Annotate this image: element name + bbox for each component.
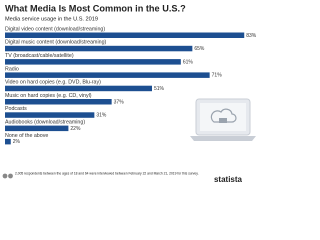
category-label: Radio xyxy=(5,66,19,72)
value-label: 71% xyxy=(212,73,223,79)
bar xyxy=(5,99,112,105)
category-label: Digital video content (download/streamin… xyxy=(5,26,105,32)
chart: What Media Is Most Common in the U.S.? M… xyxy=(2,3,257,184)
bar xyxy=(5,138,11,145)
value-label: 51% xyxy=(154,86,165,92)
bar xyxy=(5,112,95,118)
value-label: 83% xyxy=(246,33,257,39)
bar xyxy=(5,45,193,52)
bar xyxy=(5,72,210,78)
category-label: Audiobooks (download/streaming) xyxy=(5,120,85,126)
chart-subtitle: Media service usage in the U.S. 2019 xyxy=(5,16,98,22)
value-label: 37% xyxy=(114,99,125,105)
value-label: 61% xyxy=(183,59,194,65)
category-label: Music on hard copies (e.g. CD, vinyl) xyxy=(5,93,92,99)
category-label: Digital music content (download/streamin… xyxy=(5,40,107,46)
bar xyxy=(5,85,152,92)
bar xyxy=(5,59,181,65)
value-label: 2% xyxy=(13,139,21,145)
value-label: 22% xyxy=(70,126,81,132)
bar xyxy=(5,32,245,38)
category-label: None of the above xyxy=(5,133,48,139)
illustration xyxy=(190,98,256,141)
brand-logo: statista xyxy=(214,175,243,184)
category-label: TV (broadcast/cable/satellite) xyxy=(5,53,74,59)
category-label: Podcasts xyxy=(5,106,27,112)
category-label: Video on hard copies (e.g. DVD, Blu-ray) xyxy=(5,80,101,86)
value-label: 31% xyxy=(96,113,107,119)
footer-icons xyxy=(2,173,13,179)
value-label: 65% xyxy=(194,46,205,52)
chart-title: What Media Is Most Common in the U.S.? xyxy=(5,3,186,13)
footer-note: 2,005 respondents between the ages of 18… xyxy=(15,171,199,175)
bar xyxy=(5,125,69,132)
